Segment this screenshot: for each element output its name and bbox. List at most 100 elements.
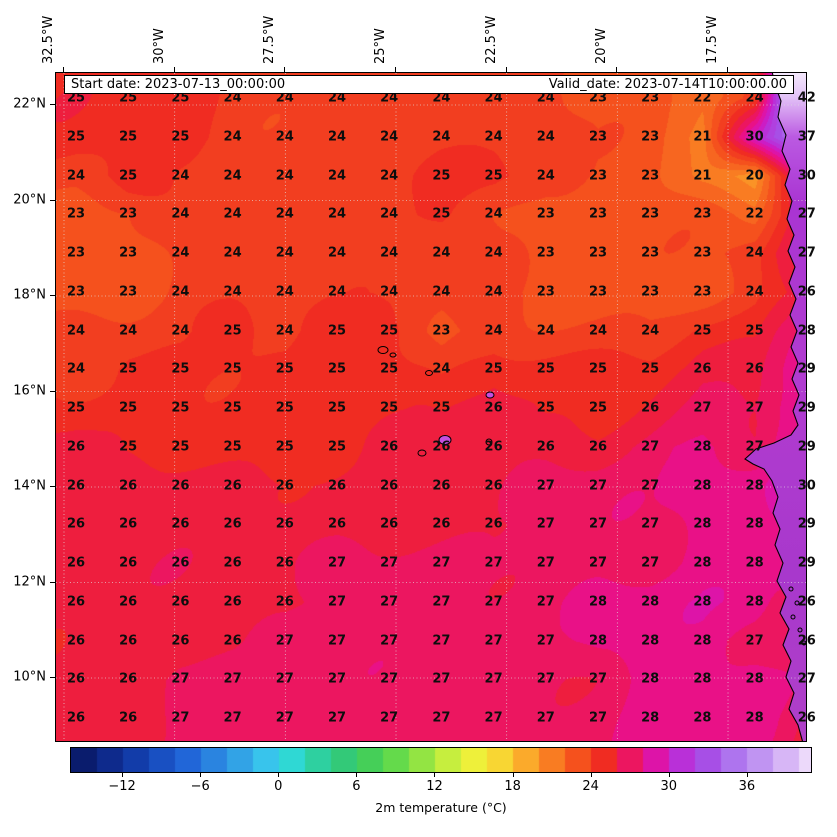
temp-value-label: 24 <box>380 245 399 261</box>
lon-tick-label: 32.5°W <box>41 15 56 64</box>
temp-value-label: 25 <box>66 90 86 106</box>
temp-value-label: 24 <box>588 323 608 338</box>
temp-value-label: 27 <box>432 710 451 726</box>
temp-value-label: 27 <box>536 633 555 648</box>
temp-value-label: 25 <box>223 323 242 338</box>
temp-value-label: 27 <box>484 671 503 687</box>
temp-value-label: 25 <box>119 361 138 377</box>
temp-value-label: 24 <box>223 168 242 183</box>
temp-value-label: 27 <box>797 245 816 261</box>
temp-value-label: 26 <box>66 594 86 610</box>
temp-value-label: 25 <box>327 323 347 338</box>
temp-value-label: 27 <box>745 400 764 416</box>
temp-value-label: 24 <box>171 206 190 222</box>
temp-value-label: 28 <box>693 516 712 532</box>
colorbar-tick-label: 18 <box>504 779 521 794</box>
temp-value-label: 27 <box>380 671 399 687</box>
temp-value-label: 22 <box>745 206 764 222</box>
temp-value-label: 30 <box>745 129 764 145</box>
temp-value-label: 25 <box>484 361 503 377</box>
temp-value-label: 42 <box>797 90 816 106</box>
temp-value-label: 23 <box>119 284 138 300</box>
temp-value-label: 24 <box>223 245 242 261</box>
temp-value-label: 27 <box>797 671 816 687</box>
start-date-text: Start date: 2023-07-13_00:00:00 <box>71 77 286 92</box>
temp-value-label: 24 <box>484 206 503 222</box>
temp-value-label: 24 <box>484 284 503 300</box>
lat-tick-mark <box>50 486 55 487</box>
temp-value-label: 27 <box>693 400 712 416</box>
temp-value-label: 24 <box>275 323 294 338</box>
latitude-axis: 22°N 20°N 18°N 16°N 14°N 12°N 10°N <box>0 72 55 742</box>
temp-value-label: 25 <box>275 361 294 377</box>
temperature-values-layer: 25 25 25 24 24 24 24 24 24 24 23 23 22 24 42 25 25 25 24 24… <box>56 73 816 741</box>
temp-value-label: 26 <box>484 400 503 416</box>
temp-value-label: 24 <box>432 284 451 300</box>
temp-value-label: 25 <box>119 90 138 106</box>
temp-value-label: 22 <box>693 90 712 106</box>
temp-value-label: 27 <box>223 671 242 687</box>
temp-value-label: 25 <box>171 129 190 145</box>
temp-value-label: 27 <box>223 710 242 726</box>
lon-tick-mark <box>616 67 618 72</box>
temp-value-label: 28 <box>745 555 764 571</box>
temp-value-label: 23 <box>588 168 608 183</box>
temp-value-label: 26 <box>66 516 86 532</box>
temp-value-label: 30 <box>797 478 816 493</box>
temp-value-label: 25 <box>588 400 608 416</box>
temp-value-label: 37 <box>797 129 816 145</box>
temp-value-label: 27 <box>432 671 451 687</box>
temp-value-label: 24 <box>119 323 138 338</box>
temp-value-label: 26 <box>797 710 816 726</box>
temp-value-label: 24 <box>327 129 347 145</box>
lon-tick-label: 27.5°W <box>262 15 278 64</box>
temp-value-label: 26 <box>223 555 242 571</box>
temp-value-label: 25 <box>327 439 347 455</box>
temp-value-label: 24 <box>536 323 555 338</box>
temp-value-label: 27 <box>380 594 399 610</box>
temp-value-label: 24 <box>327 245 347 261</box>
lon-tick-label: 30°W <box>151 28 167 64</box>
lon-tick-label: 20°W <box>594 28 610 64</box>
temp-value-label: 21 <box>693 168 712 183</box>
temp-value-label: 24 <box>327 90 347 106</box>
temp-value-label: 25 <box>223 400 242 416</box>
temp-value-label: 27 <box>536 478 555 493</box>
temp-value-label: 27 <box>641 478 660 493</box>
temp-value-label: 24 <box>432 129 451 145</box>
temp-value-label: 26 <box>275 516 294 532</box>
temp-value-label: 26 <box>223 633 242 648</box>
lat-tick-mark <box>50 390 55 392</box>
temp-value-label: 27 <box>275 633 294 648</box>
colorbar-label: 2m temperature (°C) <box>375 800 507 815</box>
temp-value-label: 28 <box>745 478 764 493</box>
temp-value-label: 25 <box>432 400 451 416</box>
graticule <box>56 73 806 741</box>
temp-value-label: 26 <box>275 594 294 610</box>
temp-value-label: 28 <box>693 710 712 726</box>
colorbar-tick-label: −12 <box>108 779 136 794</box>
temp-value-label: 29 <box>797 439 816 455</box>
lon-tick-mark <box>63 67 64 72</box>
lon-tick-label: 25°W <box>373 28 388 64</box>
colorbar-tick-label: 12 <box>426 779 443 794</box>
temp-value-label: 26 <box>171 594 190 610</box>
colorbar-tick-mark <box>122 773 124 777</box>
temp-value-label: 25 <box>380 361 399 377</box>
temp-value-label: 26 <box>275 478 294 493</box>
temp-value-label: 26 <box>327 516 347 532</box>
map-overlay <box>56 73 806 741</box>
temp-value-label: 23 <box>693 206 712 222</box>
colorbar-ticks: −12 −6 0 6 12 18 24 30 36 <box>70 773 812 799</box>
temp-value-label: 23 <box>641 168 660 183</box>
colorbar-tick-mark <box>434 773 436 777</box>
temp-value-label: 23 <box>641 206 660 222</box>
temp-value-label: 26 <box>641 400 660 416</box>
temp-value-label: 28 <box>588 594 608 610</box>
temp-value-label: 23 <box>693 284 712 300</box>
temp-value-label: 27 <box>797 206 816 222</box>
temp-value-label: 25 <box>275 439 294 455</box>
temp-value-label: 28 <box>693 478 712 493</box>
temp-value-label: 26 <box>66 671 86 687</box>
temp-value-label: 23 <box>432 323 451 338</box>
